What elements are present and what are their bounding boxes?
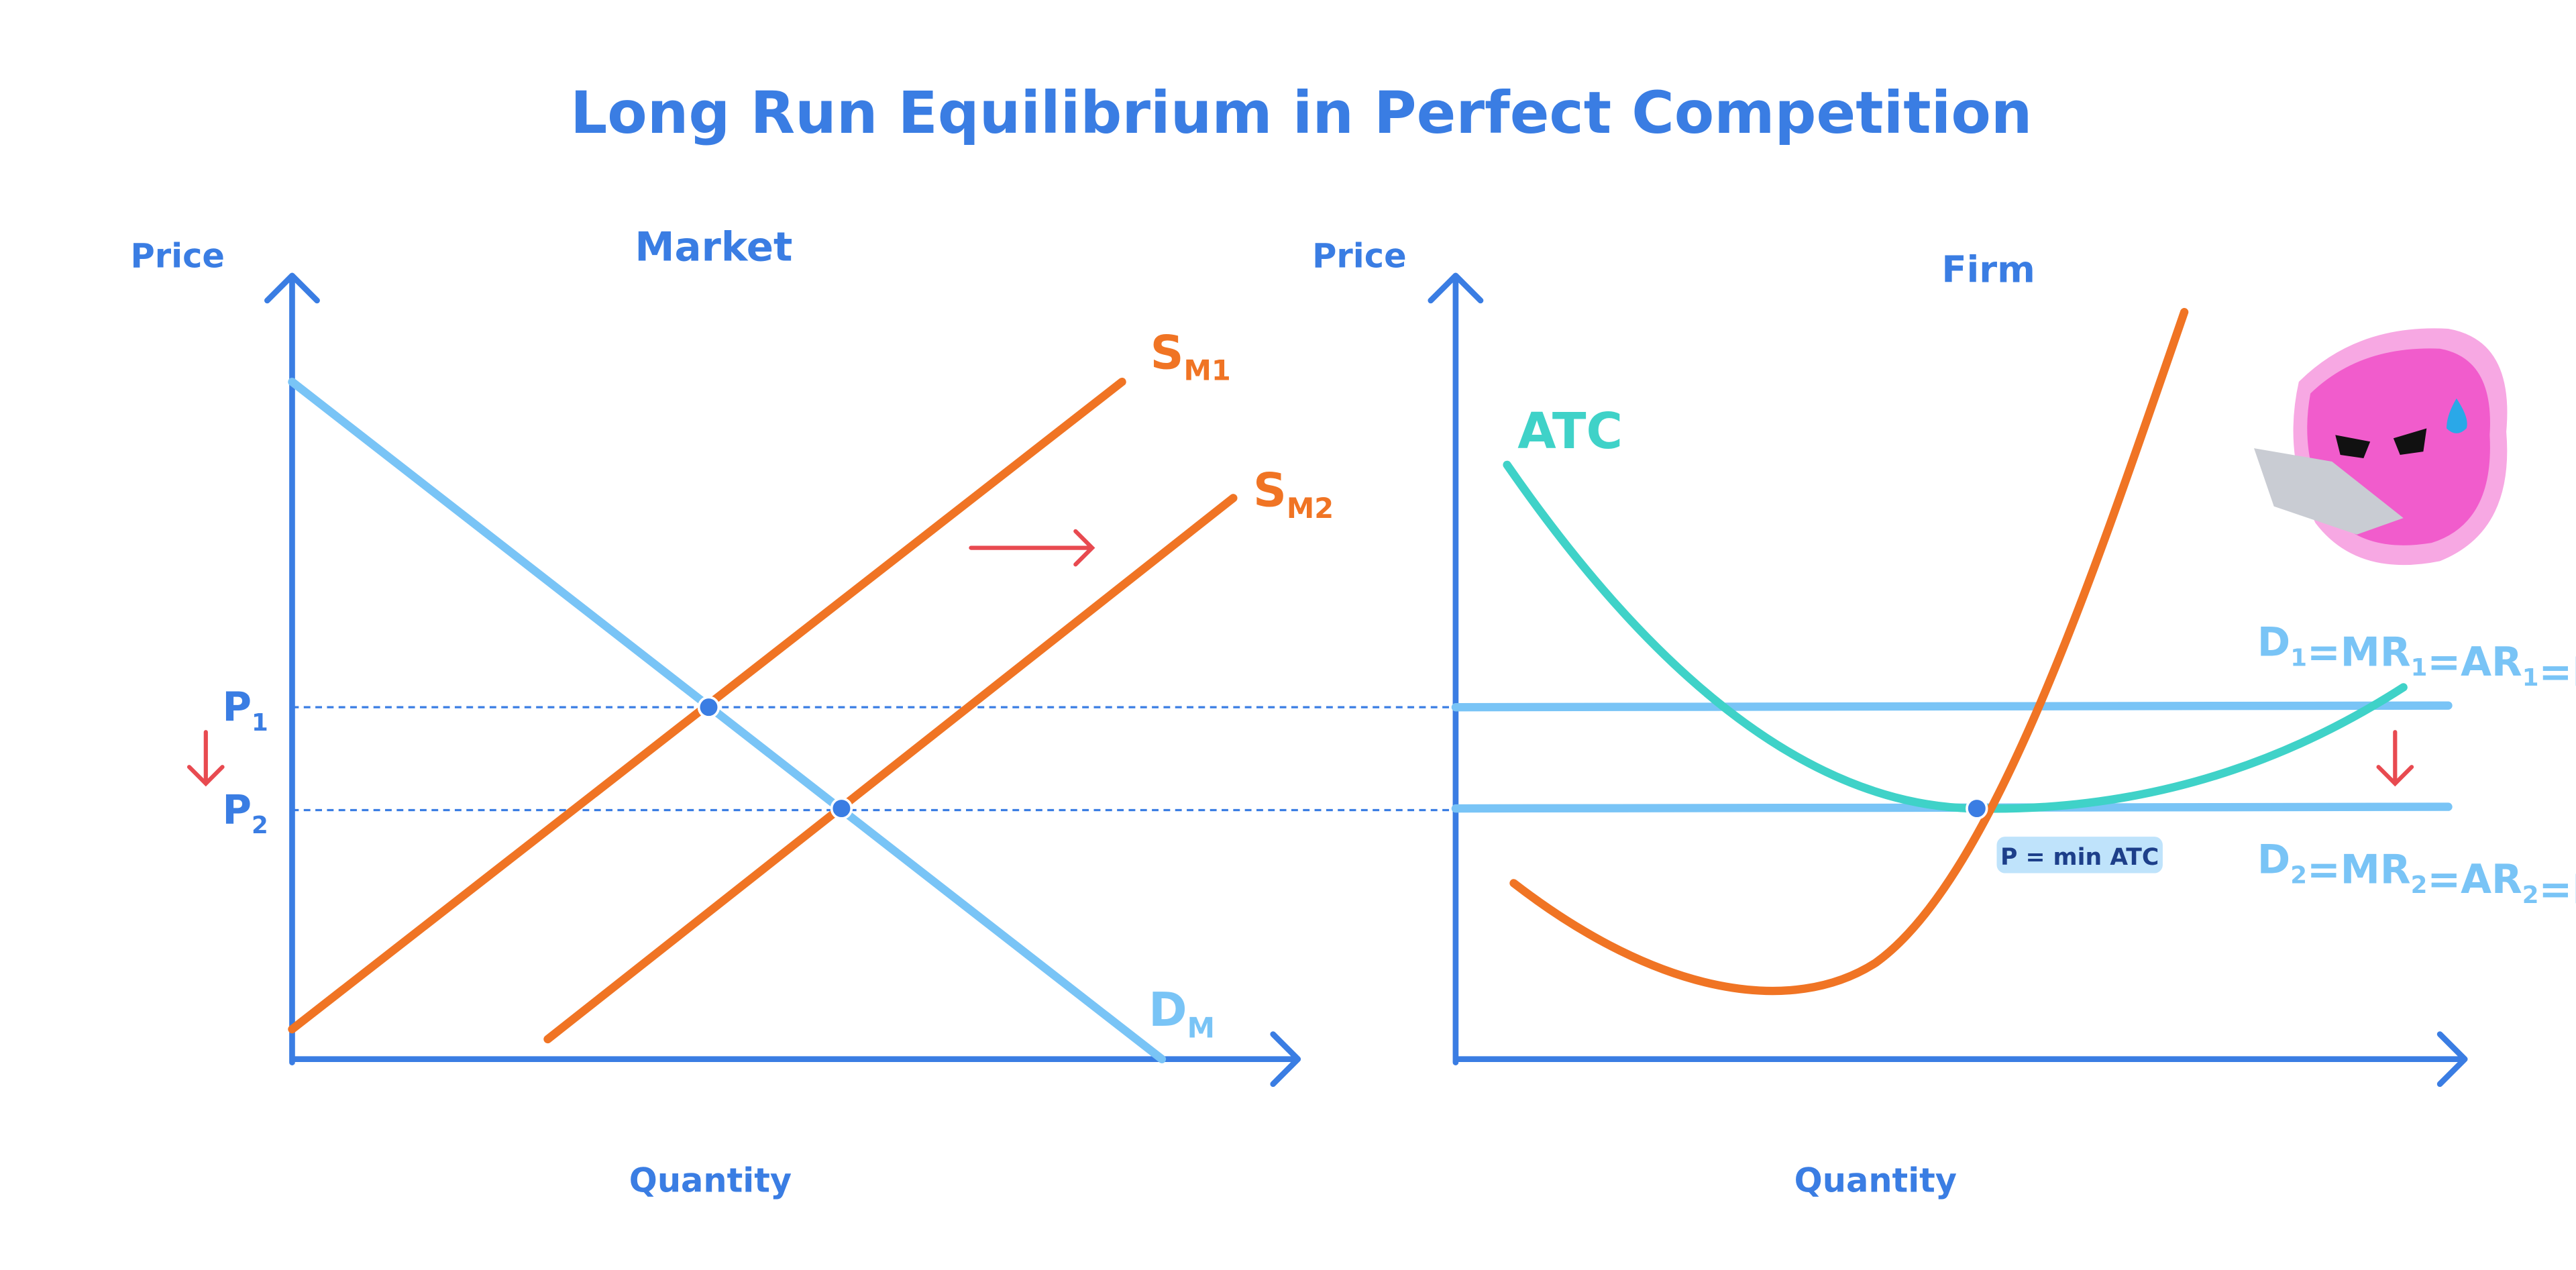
title: Long Run Equilibrium in Perfect Competit… xyxy=(570,80,2032,147)
label-text: =MR xyxy=(2307,629,2411,676)
label-text: D xyxy=(2257,619,2290,666)
supply-curve xyxy=(543,494,1238,1044)
label-text: =AR xyxy=(2427,639,2522,686)
price-arrow xyxy=(2376,730,2414,787)
x-label: Quantity xyxy=(1794,1161,1957,1200)
equilibrium-label: P = min ATC xyxy=(2000,844,2159,871)
demand-curve xyxy=(288,377,1167,1063)
equilibrium-point xyxy=(1966,797,1988,820)
label-text: =P xyxy=(2539,867,2576,913)
label-subscript: M2 xyxy=(1287,492,1334,525)
label-subscript: M1 xyxy=(1184,354,1231,387)
label-subscript: 1 xyxy=(252,709,268,737)
y-label: Price xyxy=(1312,236,1406,275)
label-subscript: 2 xyxy=(2522,882,2539,909)
demand-label: DM xyxy=(1148,984,1215,1044)
axes xyxy=(264,272,1301,1088)
x-label: Quantity xyxy=(629,1161,792,1200)
label-subscript: 2 xyxy=(2290,861,2307,889)
label-subscript: 2 xyxy=(2411,871,2428,899)
label-text: D xyxy=(1148,984,1187,1037)
atc-label: ATC xyxy=(1517,402,1623,460)
label-subscript: M xyxy=(1187,1012,1215,1045)
label-subscript: 1 xyxy=(2290,644,2307,672)
supply-label: SM2 xyxy=(1253,464,1334,525)
equilibrium-point xyxy=(830,797,853,820)
label-text: =AR xyxy=(2427,857,2522,903)
label-text: P xyxy=(223,787,252,833)
price-arrow xyxy=(186,730,225,787)
y-label: Price xyxy=(131,236,225,275)
axes xyxy=(1428,272,2468,1088)
panel-title: Market xyxy=(635,225,792,271)
price-label: P1 xyxy=(223,684,268,737)
price-label: P2 xyxy=(223,787,268,839)
label-bg xyxy=(1996,837,2163,874)
label-subscript: 2 xyxy=(252,812,268,839)
equilibrium-point xyxy=(697,696,720,719)
supply-label: SM1 xyxy=(1150,326,1231,386)
label-subscript: 1 xyxy=(2522,664,2539,692)
atc-curve xyxy=(1503,460,2408,813)
label-subscript: 1 xyxy=(2411,654,2428,682)
demand-label: D1=MR1=AR1=P1 xyxy=(2257,619,2576,701)
label-text: P xyxy=(223,684,252,731)
label-text: S xyxy=(1150,326,1184,380)
label-text: =P xyxy=(2539,649,2576,696)
label-text: =MR xyxy=(2307,847,2411,893)
label-text: D xyxy=(2257,837,2290,884)
mc-curve xyxy=(1509,308,2189,996)
panel-title: Firm xyxy=(1941,248,2035,291)
demand-line xyxy=(1451,701,2453,712)
label-text: S xyxy=(1253,464,1287,518)
shift-arrow xyxy=(969,529,1095,567)
demand-label: D2=MR2=AR2=P2 xyxy=(2257,837,2576,919)
mascot xyxy=(2254,328,2508,566)
